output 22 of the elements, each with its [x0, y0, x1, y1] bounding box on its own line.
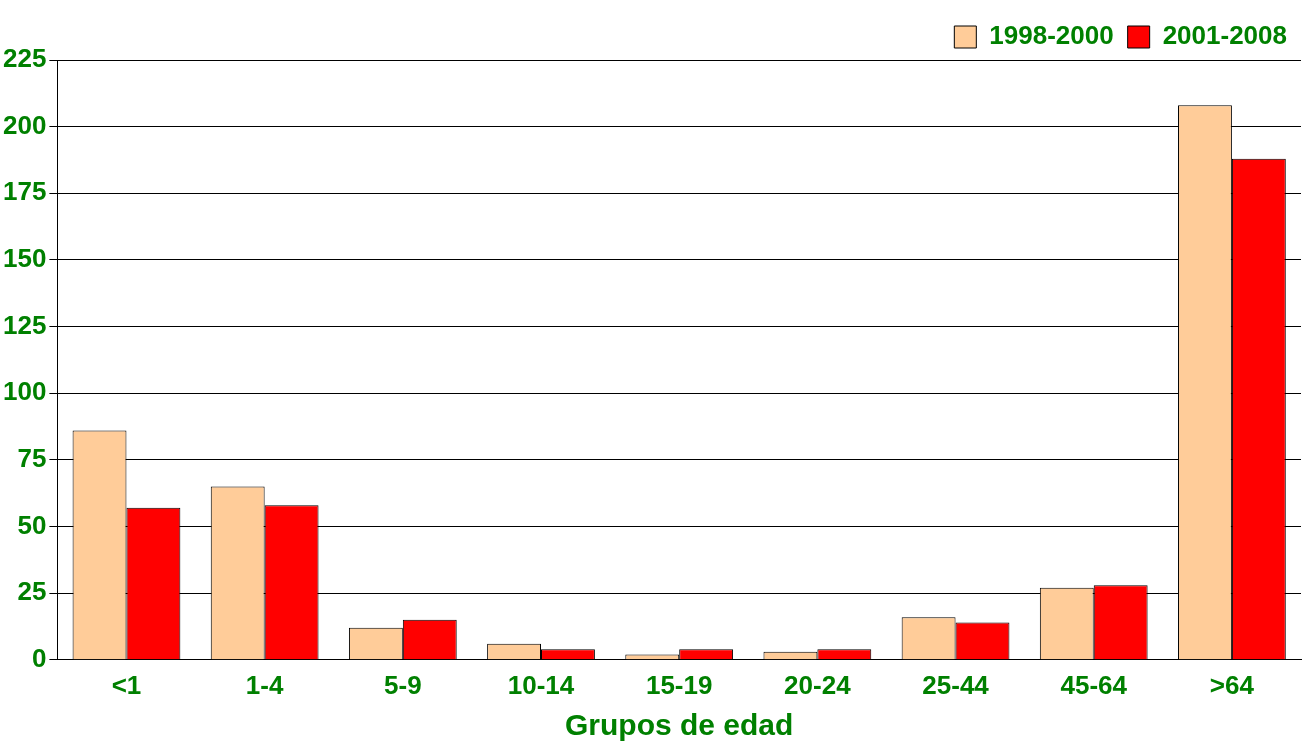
x-axis-title: Grupos de edad: [565, 708, 794, 742]
x-tick-label: 25-44: [922, 669, 990, 700]
x-tick-label: <1: [111, 669, 142, 700]
y-tick-label: 100: [2, 376, 47, 407]
legend-label: 2001-2008: [1162, 20, 1288, 51]
x-tick-label: 15-19: [645, 669, 713, 700]
y-tick-label: 0: [31, 642, 47, 673]
y-tick-label: 25: [17, 576, 47, 607]
x-tick-label: 5-9: [384, 669, 422, 700]
x-tick-label: 10-14: [507, 669, 575, 700]
y-tick-label: 50: [17, 509, 47, 540]
x-tick-label: 1-4: [245, 669, 284, 700]
x-tick-label: 45-64: [1060, 669, 1128, 700]
y-tick-label: 200: [2, 109, 47, 140]
y-tick-label: 175: [2, 176, 47, 207]
x-tick-label: 20-24: [784, 669, 852, 700]
legend-label: 1998-2000: [989, 20, 1114, 51]
y-tick-label: 75: [17, 443, 47, 474]
y-tick-label: 150: [2, 243, 47, 274]
y-tick-label: 125: [2, 309, 47, 340]
y-tick-label: 225: [2, 43, 47, 74]
x-tick-label: >64: [1209, 669, 1255, 700]
